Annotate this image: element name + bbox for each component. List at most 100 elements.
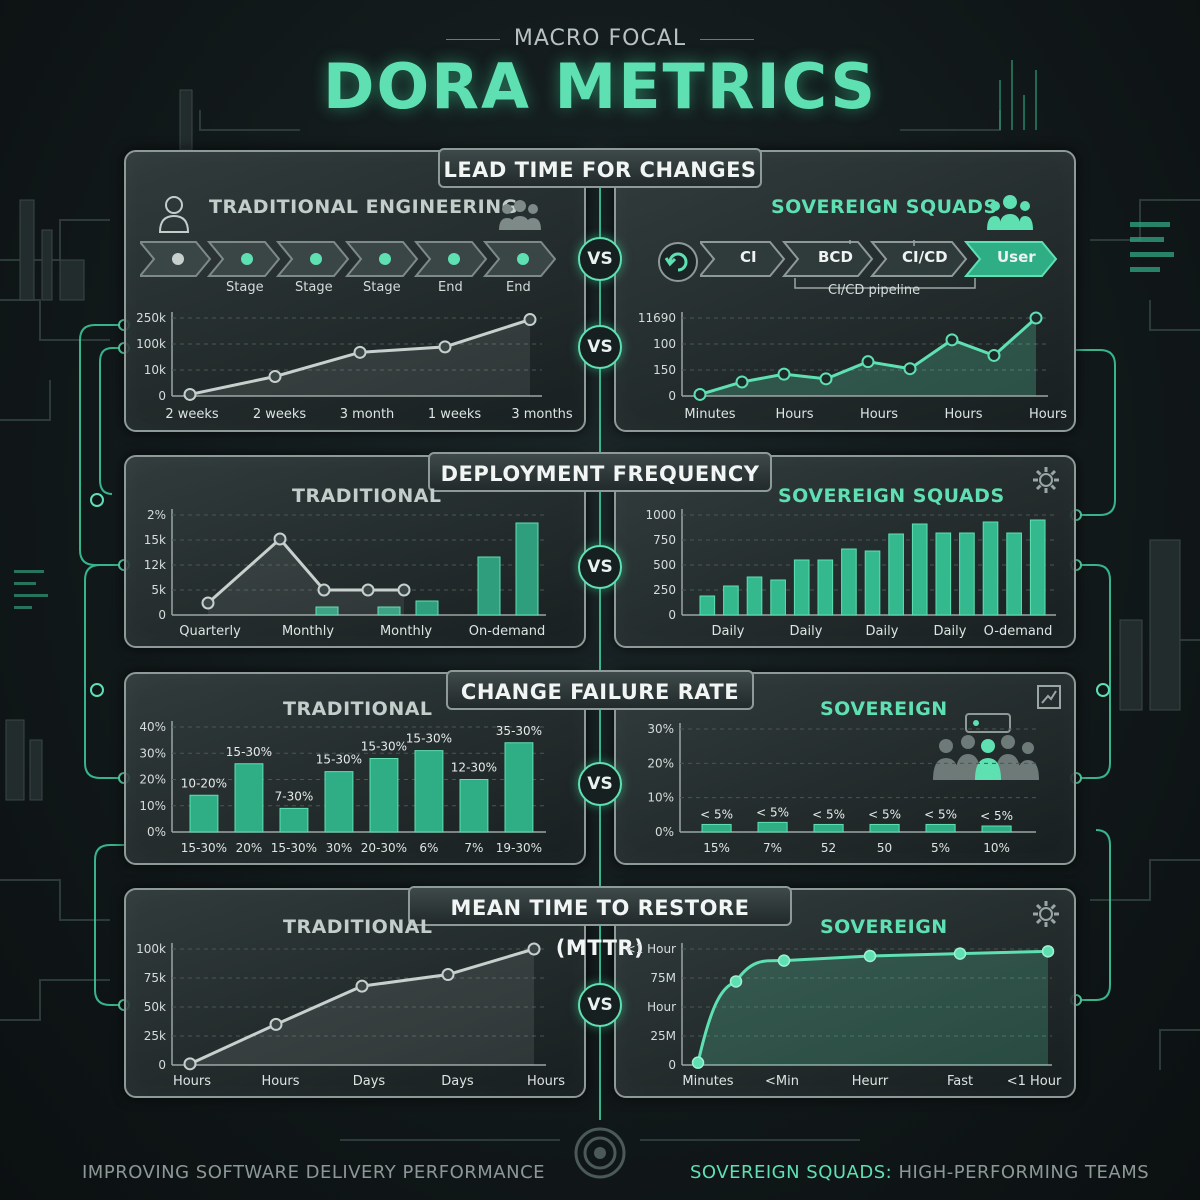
deploy-trad-area [208, 539, 404, 615]
y-tick-label: 0 [158, 389, 166, 403]
footer-right-rest: HIGH-PERFORMING TEAMS [892, 1162, 1150, 1183]
y-tick-label: 75k [144, 971, 166, 985]
y-tick-label: 10k [144, 363, 166, 377]
deploy-sov-bar [817, 559, 834, 616]
lead-trad-point [353, 345, 367, 359]
lead-time-sovereign-chart: 0 150 100 11690 Minutes Hours Hours Hours Hours [638, 311, 1067, 422]
trad-flow-node [310, 253, 322, 265]
x-tick-label: Heurr [852, 1074, 889, 1089]
lead-sov-point [903, 362, 917, 376]
pipeline-caption: CI/CD pipeline [828, 283, 921, 298]
y-tick-label: 50k [144, 1000, 166, 1014]
cfr-traditional-chart: 0%10%20%30%40%10-20%15-30%15-30%20%7-30%… [139, 720, 546, 855]
cfr-trad-data-label: 15-30% [316, 753, 362, 767]
traditional-flow-labels: Stage Stage Stage End End [140, 280, 580, 300]
deploy-sov-bar [911, 523, 928, 616]
lead-time-traditional-panel [124, 150, 586, 432]
y-tick-label: 0 [158, 608, 166, 622]
cfr-sov-bar [813, 823, 844, 833]
gear-icon [1033, 901, 1059, 927]
y-tick-label: 12k [144, 558, 166, 572]
deploy-sov-bar [841, 548, 857, 616]
cfr-sov-data-label: < 5% [868, 807, 901, 821]
y-tick-label: 25k [144, 1029, 166, 1043]
lead-time-sovereign-label: SOVEREIGN SQUADS [771, 196, 998, 218]
x-tick-label: <1 Hour [1007, 1074, 1062, 1089]
lead-time-traditional-chart: 0 10k 100k 250k 2 weeks 2 weeks 3 month 1 weeks… [136, 311, 573, 422]
sovereign-team-icon [987, 195, 1033, 230]
pipeline-loop-top [849, 240, 915, 246]
mttr-trad-area [190, 949, 534, 1065]
x-tick-label: 7% [464, 841, 483, 855]
deploy-traditional-chart: 0 5k 12k 15k 2% Quarterly Monthly Monthly On-dem… [144, 508, 546, 639]
y-tick-label: 15k [144, 533, 166, 547]
x-tick-label: 15-30% [181, 841, 227, 855]
x-tick-label: Daily [790, 624, 823, 639]
lead-trad-point [183, 387, 197, 401]
trad-flow-label-4: End [438, 280, 463, 295]
cfr-trad-bar [324, 771, 354, 833]
refresh-icon [658, 242, 698, 282]
deploy-trad-point [273, 532, 287, 546]
deploy-sovereign-chart: 0 250 500 750 1000 Daily Daily Daily Daily O-dema… [645, 508, 1056, 639]
vs-badge-cfr: VS [578, 762, 622, 806]
cfr-sov-data-label: < 5% [980, 809, 1013, 823]
deploy-sovereign-label: SOVEREIGN SQUADS [778, 485, 1005, 507]
y-tick-label: 25M [650, 1029, 676, 1043]
mttr-trad-point [183, 1057, 197, 1071]
lead-trad-point [523, 313, 537, 327]
header-subtitle-text: MACRO FOCAL [513, 26, 687, 51]
footer-right-strong: SOVEREIGN SQUADS: [690, 1162, 893, 1183]
cfr-sov-bar [869, 823, 900, 833]
deploy-banner: DEPLOYMENT FREQUENCY [428, 452, 772, 492]
y-tick-label: 2% [147, 508, 166, 522]
team-icon [499, 200, 541, 230]
x-tick-label: 3 month [340, 407, 395, 422]
y-tick-label: 10% [139, 799, 166, 813]
cfr-sov-data-label: < 5% [700, 807, 733, 821]
x-tick-label: Quarterly [179, 624, 241, 639]
cfr-sov-bar [757, 821, 788, 833]
mttr-trad-point [527, 942, 541, 956]
deploy-sov-bar [746, 576, 763, 616]
person-icon [158, 196, 190, 233]
deploy-trad-point [201, 596, 215, 610]
cfr-trad-data-label: 15-30% [406, 732, 452, 746]
cfr-trad-bar [414, 750, 444, 833]
mttr-trad-point [355, 979, 369, 993]
cfr-sovereign-label: SOVEREIGN [820, 698, 948, 720]
mttr-trad-point [441, 968, 455, 982]
pipeline-stage-cicd: CI/CD [902, 248, 948, 266]
mttr-sov-point [691, 1056, 705, 1069]
lead-trad-point [438, 340, 452, 354]
mttr-sov-point [777, 954, 791, 967]
cfr-sov-bar [925, 823, 956, 833]
cfr-sov-bar [701, 823, 732, 833]
y-tick-label: 75M [650, 971, 676, 985]
mttr-trad-point [269, 1017, 283, 1031]
y-tick-label: 500 [653, 558, 676, 572]
mttr-sovereign-chart: 0 25M Hour 75M <1 Hour Minutes <Min Heurr Fast <1… [626, 942, 1062, 1089]
x-tick-label: O-demand [984, 624, 1053, 639]
circuit-hub-icon [574, 1127, 626, 1179]
x-tick-label: Hours [261, 1074, 299, 1089]
traditional-flow [140, 241, 557, 277]
x-tick-label: <Min [765, 1074, 799, 1089]
pipeline-stage-bcd: BCD [818, 248, 853, 266]
pipeline-chevron [963, 241, 1058, 277]
footer-right: SOVEREIGN SQUADS: HIGH-PERFORMING TEAMS [690, 1162, 1149, 1183]
x-tick-label: 3 months [511, 407, 573, 422]
trad-flow-node [517, 253, 529, 265]
lead-sov-point [861, 355, 875, 369]
pipeline-stage-user: User [997, 248, 1036, 266]
x-tick-label: Hours [860, 407, 898, 422]
y-tick-label: 100k [136, 337, 166, 351]
deploy-sov-bar [770, 579, 786, 616]
y-tick-label: 40% [139, 720, 166, 734]
deploy-trad-bar [515, 522, 539, 616]
y-tick-label: 30% [139, 746, 166, 760]
x-tick-label: Daily [934, 624, 967, 639]
y-tick-label: 0% [147, 825, 166, 839]
deploy-sov-bar [888, 533, 904, 616]
x-tick-label: Daily [866, 624, 899, 639]
